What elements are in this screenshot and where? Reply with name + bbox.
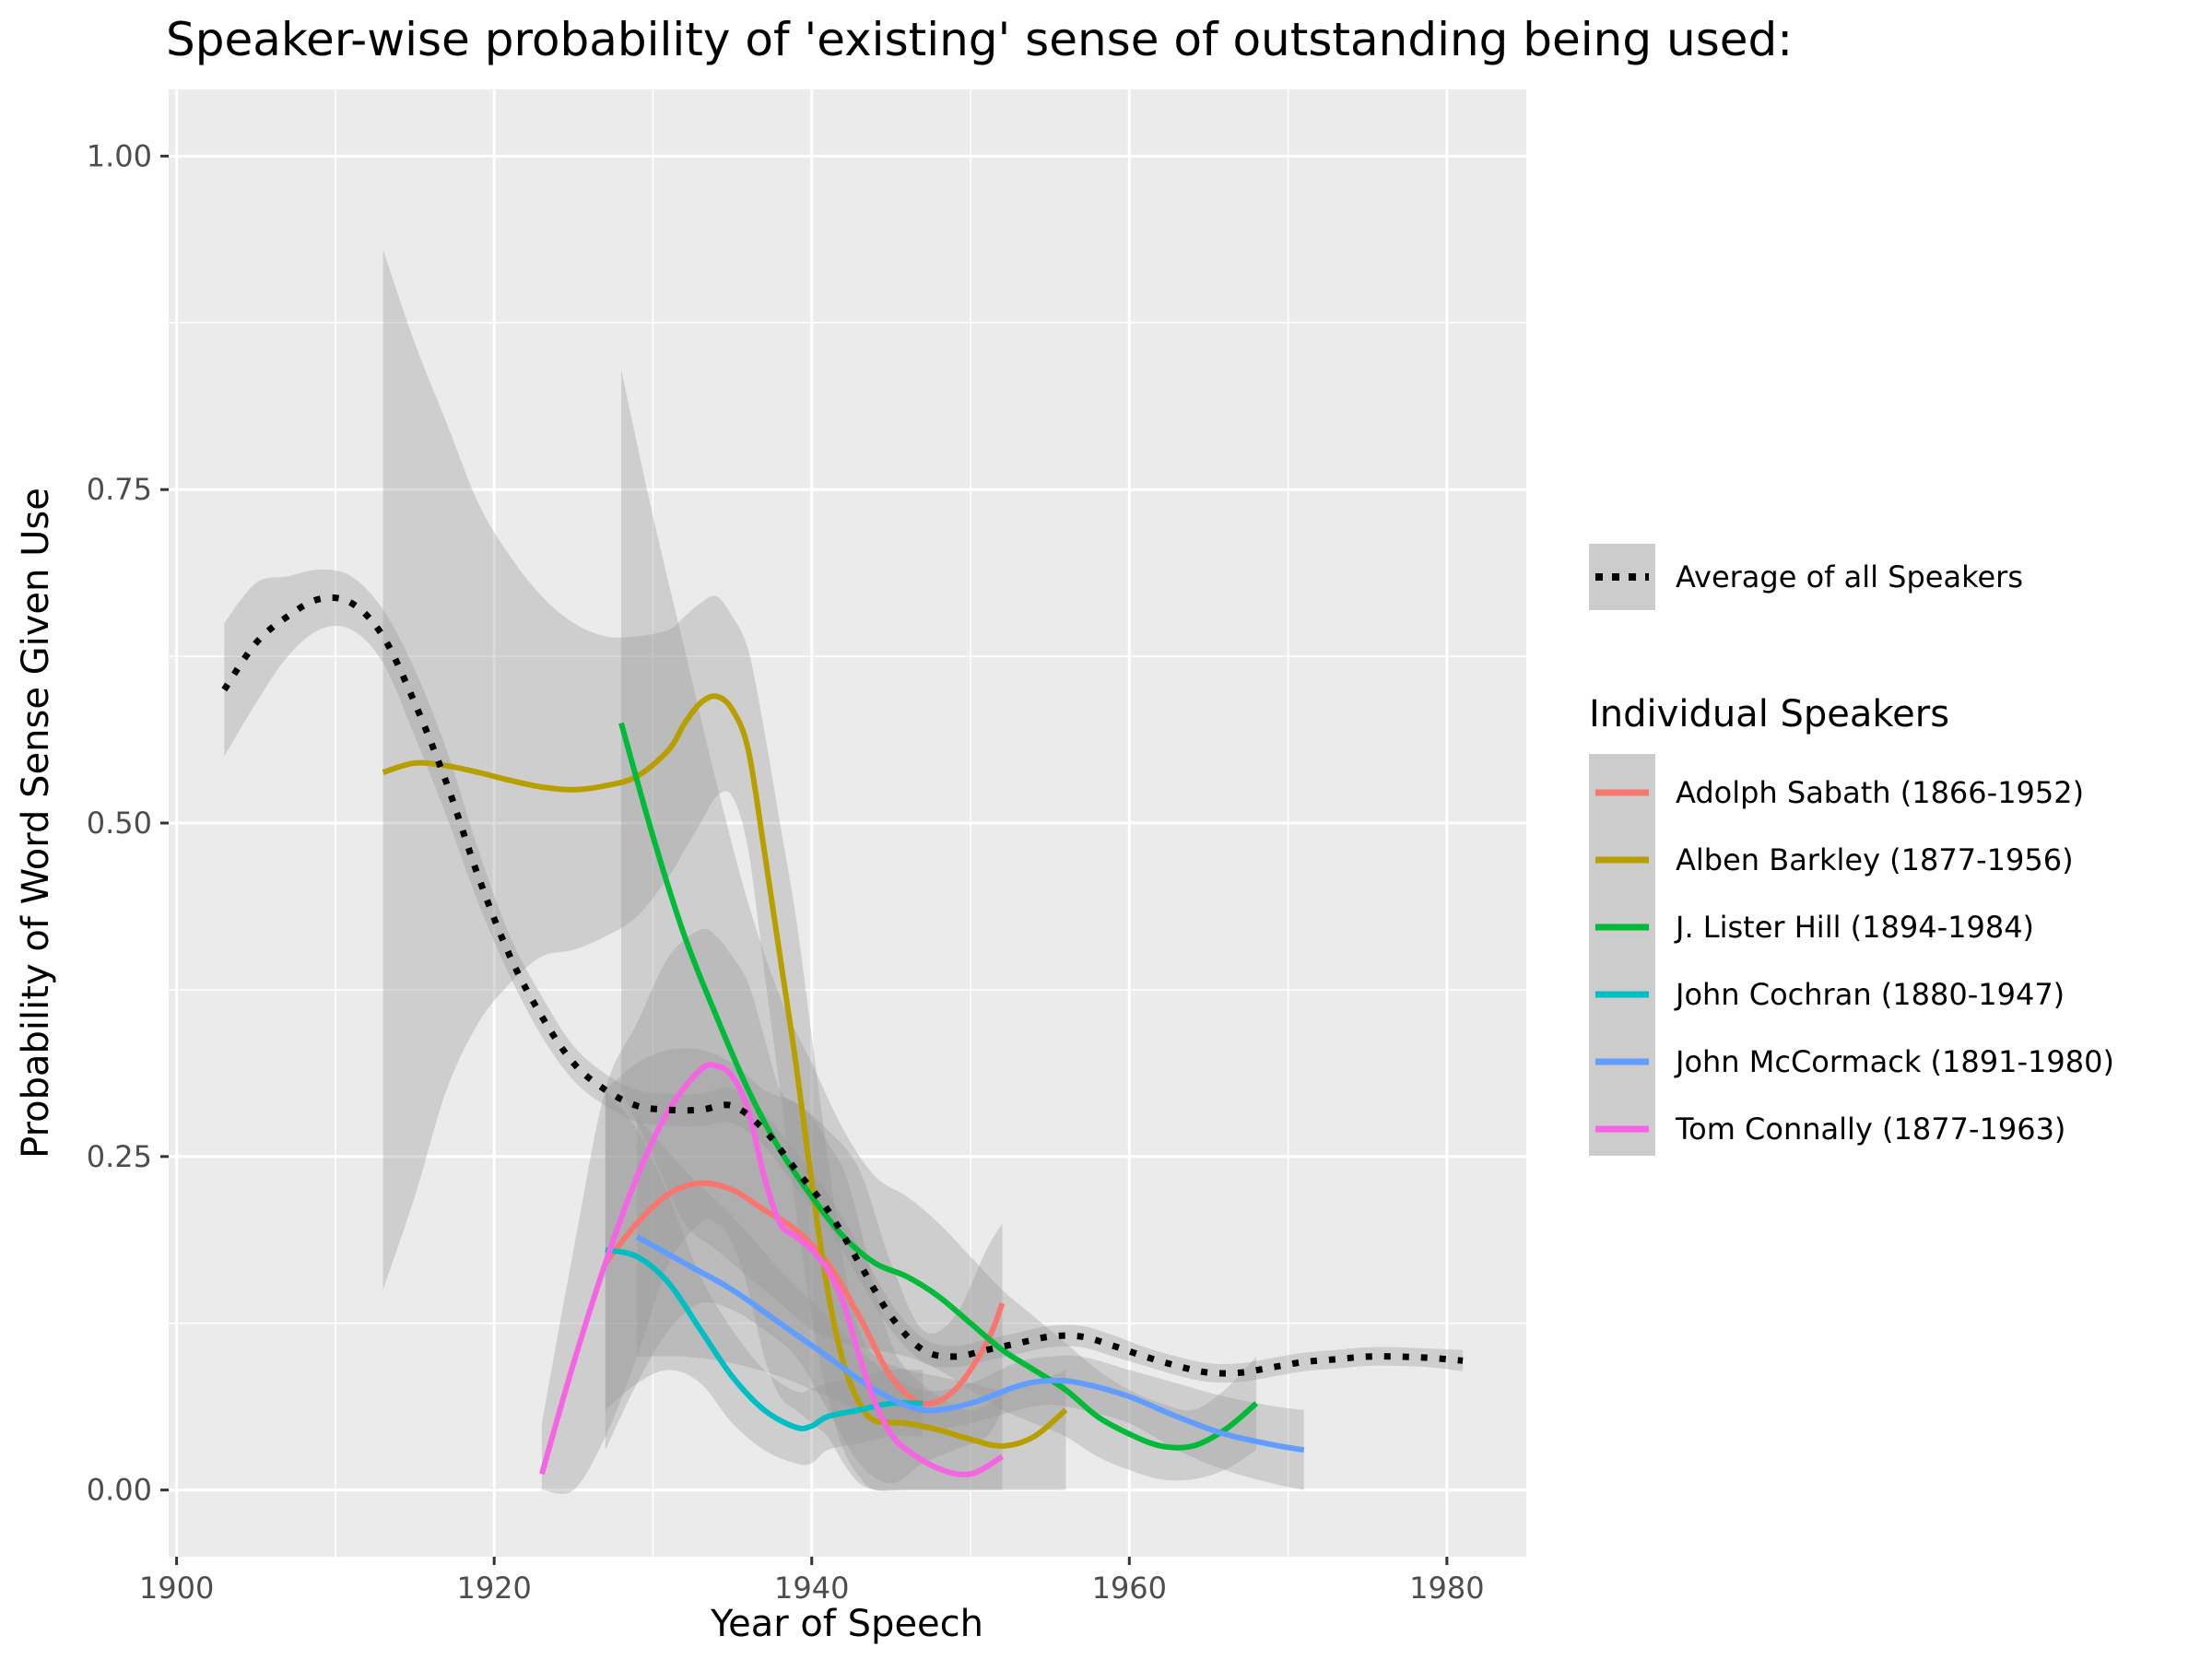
major-gridlines: [169, 89, 1526, 1557]
y-tick-label: 1.00: [87, 138, 152, 173]
series-band-3: [605, 1089, 924, 1465]
x-tick-label: 1980: [1409, 1571, 1484, 1606]
y-tick-label: 0.75: [87, 472, 152, 507]
y-tick-label: 0.50: [87, 806, 152, 841]
series-band-2: [621, 369, 1257, 1481]
legend-label-5: Tom Connally (1877-1963): [1675, 1112, 2065, 1147]
series-line-0: [603, 1180, 1006, 1407]
series-line-1: [382, 693, 1068, 1449]
legend-items: Adolph Sabath (1866-1952) Alben Barkley (…: [1595, 775, 2114, 1147]
series-line-3: [605, 1247, 924, 1431]
x-tick-label: 1960: [1092, 1571, 1167, 1606]
series-line-2: [618, 722, 1259, 1451]
series-lines: [221, 594, 1464, 1477]
legend-label-2: J. Lister Hill (1894-1984): [1674, 910, 2034, 945]
x-axis-title: Year of Speech: [710, 1603, 983, 1645]
series-band-4: [637, 1116, 1304, 1490]
legend-title: Individual Speakers: [1589, 693, 1949, 735]
legend-label-1: Alben Barkley (1877-1956): [1676, 842, 2074, 877]
legend-label-4: John McCormack (1891-1980): [1674, 1044, 2114, 1079]
series-line-4: [635, 1234, 1305, 1453]
series-line-5: [539, 1062, 1005, 1477]
legend: Average of all Speakers Individual Speak…: [1589, 544, 2114, 1156]
x-tick-label: 1940: [774, 1571, 849, 1606]
x-tick-label: 1920: [456, 1571, 531, 1606]
average-band: [224, 570, 1464, 1383]
series-band-1: [382, 249, 1066, 1491]
y-tick-label: 0.25: [87, 1139, 152, 1174]
x-tick-label: 1900: [139, 1571, 214, 1606]
y-axis-title: Probability of Word Sense Given Use: [15, 488, 57, 1159]
legend-label-3: John Cochran (1880-1947): [1674, 977, 2065, 1012]
y-axis: 0.00 0.25 0.50 0.75 1.00: [87, 138, 169, 1508]
legend-label-0: Adolph Sabath (1866-1952): [1676, 775, 2084, 810]
series-band-0: [605, 1048, 1003, 1484]
legend-keys-background: [1589, 754, 1655, 1156]
chart-title: Speaker-wise probability of 'existing' s…: [166, 13, 1793, 66]
x-axis: 1900 1920 1940 1960 1980: [139, 1557, 1485, 1606]
y-tick-label: 0.00: [87, 1473, 152, 1508]
legend-average-label: Average of all Speakers: [1676, 559, 2023, 594]
